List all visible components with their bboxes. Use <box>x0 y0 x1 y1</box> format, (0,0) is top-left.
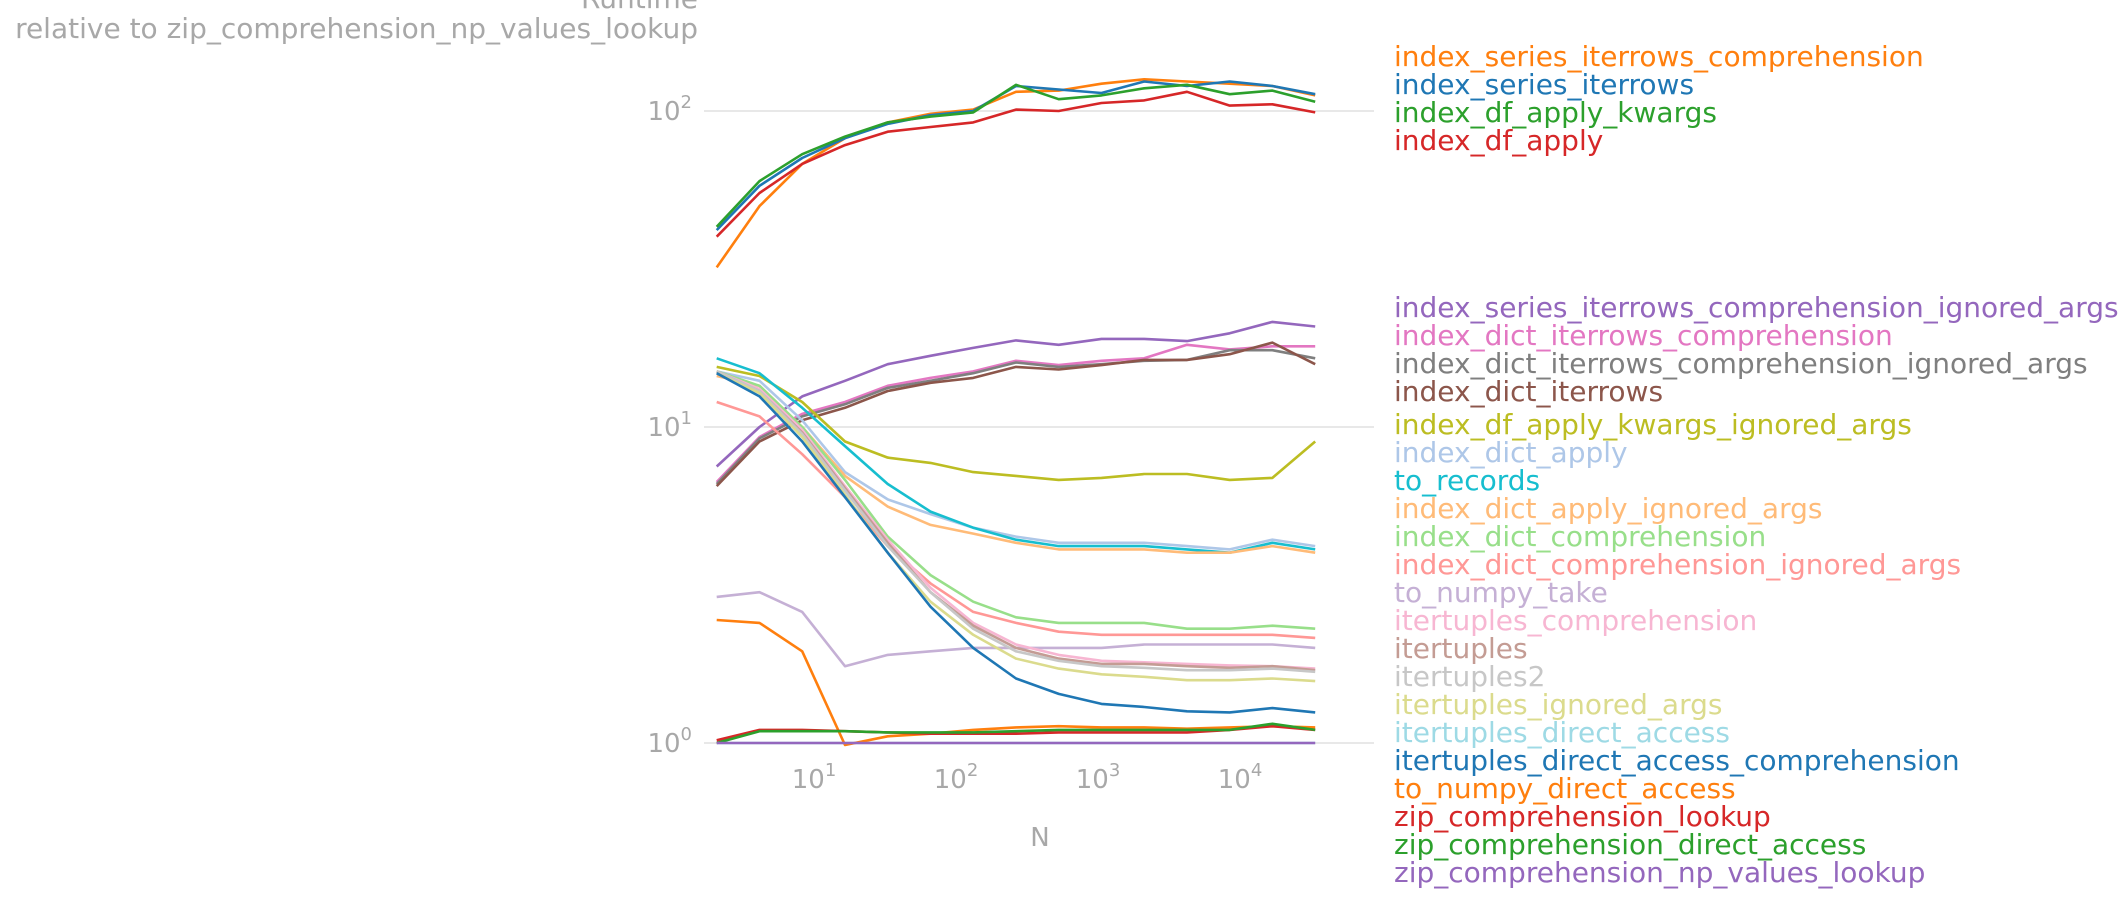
series-line-zip_comprehension_direct_access <box>716 722 1316 745</box>
series-line-itertuples_ignored_args <box>716 372 1316 683</box>
y-axis-label-line-2: relative to zip_comprehension_np_values_… <box>15 12 698 45</box>
legend-entry-zip_comprehension_np_values_lookup: zip_comprehension_np_values_lookup <box>1394 856 1925 889</box>
series-line-index_dict_iterrows_comprehension <box>715 343 1316 483</box>
series-line-to_numpy_direct_access <box>716 618 1316 747</box>
series-lines <box>715 78 1317 747</box>
legend-entry-zip_comprehension_direct_access: zip_comprehension_direct_access <box>1394 828 1866 861</box>
series-line-index_df_apply <box>715 90 1316 238</box>
legend-entry-index_dict_apply: index_dict_apply <box>1394 436 1628 469</box>
legend-entry-index_dict_iterrows_comprehension_ignored_args: index_dict_iterrows_comprehension_ignore… <box>1394 347 2088 380</box>
series-line-index_dict_comprehension <box>716 370 1316 631</box>
legend-entry-index_df_apply: index_df_apply <box>1394 124 1603 157</box>
legend-entry-index_dict_iterrows_comprehension: index_dict_iterrows_comprehension <box>1394 319 1893 352</box>
x-axis-label: N <box>1030 823 1049 853</box>
legend-entry-zip_comprehension_lookup: zip_comprehension_lookup <box>1394 800 1771 833</box>
series-line-itertuples_comprehension <box>716 370 1316 670</box>
legend-entry-index_dict_apply_ignored_args: index_dict_apply_ignored_args <box>1394 492 1822 525</box>
x-tick-label-2: 103 <box>1076 760 1121 795</box>
x-tick-label-0: 101 <box>792 760 837 795</box>
legend-entry-itertuples_ignored_args: itertuples_ignored_args <box>1394 688 1722 721</box>
legend-entry-index_dict_comprehension_ignored_args: index_dict_comprehension_ignored_args <box>1394 548 1961 581</box>
legend-entry-itertuples_direct_access: itertuples_direct_access <box>1394 716 1730 749</box>
x-axis-ticks: 101 102 103 104 <box>792 760 1263 795</box>
series-line-index_series_iterrows_comprehension_ignored_args <box>715 320 1316 468</box>
series-line-index_dict_apply <box>716 370 1316 551</box>
legend-entry-to_records: to_records <box>1394 464 1540 497</box>
series-line-itertuples2 <box>716 370 1316 674</box>
legend-entry-index_dict_comprehension: index_dict_comprehension <box>1394 520 1766 553</box>
series-line-index_series_iterrows_comprehension <box>715 78 1316 269</box>
legend-entry-itertuples2: itertuples2 <box>1394 660 1545 693</box>
series-line-index_dict_comprehension_ignored_args <box>716 400 1316 640</box>
x-tick-label-1: 102 <box>934 760 979 795</box>
series-line-itertuples_direct_access_comprehension <box>716 372 1316 714</box>
legend-entry-index_df_apply_kwargs_ignored_args: index_df_apply_kwargs_ignored_args <box>1394 408 1912 441</box>
legend-entry-index_df_apply_kwargs: index_df_apply_kwargs <box>1394 96 1717 129</box>
series-line-to_records <box>716 357 1316 555</box>
legend-entry-itertuples: itertuples <box>1394 632 1528 665</box>
x-tick-label-3: 104 <box>1218 760 1263 795</box>
legend-entry-itertuples_comprehension: itertuples_comprehension <box>1394 604 1757 637</box>
series-line-index_dict_apply_ignored_args <box>716 374 1316 555</box>
y-tick-label-1: 101 <box>647 408 692 443</box>
series-line-index_df_apply_kwargs <box>715 83 1316 228</box>
y-tick-label-2: 102 <box>647 92 692 127</box>
y-axis-ticks: 100 101 102 <box>647 92 692 759</box>
legend-entry-index_series_iterrows_comprehension_ignored_args: index_series_iterrows_comprehension_igno… <box>1394 291 2119 324</box>
legend-entry-itertuples_direct_access_comprehension: itertuples_direct_access_comprehension <box>1394 744 1960 777</box>
legend-entry-to_numpy_direct_access: to_numpy_direct_access <box>1394 772 1736 805</box>
y-axis-label-line-1: Runtime <box>581 0 698 15</box>
series-line-index_dict_iterrows_comprehension_ignored_args <box>715 348 1316 485</box>
series-line-index_df_apply_kwargs_ignored_args <box>716 365 1317 482</box>
legend-entry-index_dict_iterrows: index_dict_iterrows <box>1394 375 1663 408</box>
legend-entry-index_series_iterrows: index_series_iterrows <box>1394 68 1694 101</box>
legend: index_series_iterrows_comprehensionindex… <box>1394 40 2119 889</box>
legend-entry-to_numpy_take: to_numpy_take <box>1394 576 1608 609</box>
y-tick-label-0: 100 <box>647 724 692 759</box>
legend-entry-index_series_iterrows_comprehension: index_series_iterrows_comprehension <box>1394 40 1924 73</box>
